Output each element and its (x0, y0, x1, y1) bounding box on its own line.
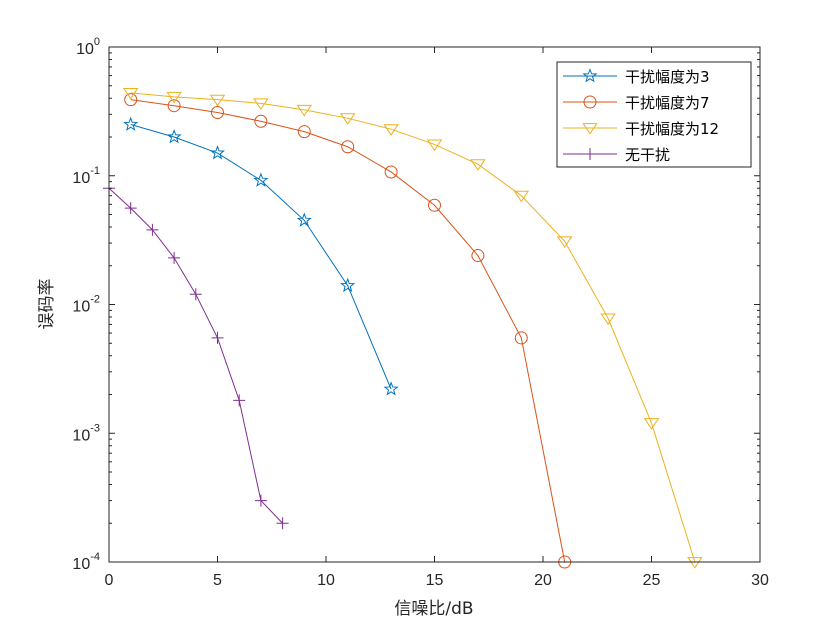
series-3-point (209, 94, 226, 107)
x-tick-label: 0 (105, 572, 114, 589)
series-1-point (166, 129, 182, 144)
legend-label: 无干扰 (625, 146, 670, 164)
series-2-point (167, 99, 181, 113)
series-2-point (211, 105, 224, 119)
series-4-point (211, 331, 224, 344)
series-3-point (166, 91, 182, 104)
series-3-point (556, 236, 573, 248)
legend-label: 干扰幅度为12 (625, 120, 719, 138)
series-3-point (383, 124, 399, 136)
legend-marker (582, 123, 598, 135)
series-3-point (470, 159, 486, 171)
legend-marker (583, 95, 597, 109)
series-2-point (297, 125, 311, 139)
series-4-point (168, 251, 181, 264)
legend-label: 干扰幅度为7 (625, 94, 710, 112)
legend-item: 干扰幅度为3 (563, 68, 710, 86)
series-4-point (276, 517, 289, 530)
x-tick-label: 10 (317, 572, 335, 589)
series-3-point (339, 113, 356, 125)
x-tick-label: 30 (751, 572, 769, 589)
axes: 0 5 10 15 20 25 30 10-4 10-3 10-2 10-1 100 (72, 36, 769, 589)
series-1-point (209, 145, 226, 160)
series-4-point (146, 223, 159, 236)
series-3-point (513, 190, 530, 203)
series-2-point (428, 198, 441, 212)
legend-label: 干扰幅度为3 (625, 68, 710, 86)
series-3-point (426, 139, 443, 152)
series-3-point (253, 98, 269, 111)
series-3-point (687, 557, 703, 569)
legend-item: 干扰幅度为12 (563, 120, 719, 138)
x-tick-label: 15 (426, 572, 444, 589)
legend-item: 无干扰 (563, 146, 670, 164)
series-3-point (122, 87, 139, 100)
x-tick-label: 20 (534, 572, 552, 589)
series-2-point (254, 114, 268, 128)
series-2-point (341, 140, 355, 154)
x-tick-label: 25 (643, 572, 661, 589)
y-tick-label: 10-4 (72, 551, 100, 573)
series-3-line (130, 92, 696, 563)
legend-item: 干扰幅度为7 (563, 94, 710, 112)
x-axis-label: 信噪比/dB (394, 599, 473, 619)
legend-marker (582, 68, 598, 83)
series-1-point (340, 277, 356, 293)
series-1-point (296, 212, 312, 227)
series-2-line (130, 99, 566, 563)
series-4-point (189, 288, 202, 301)
series-3-point (296, 104, 313, 117)
series-2-point (514, 331, 528, 345)
series-1-line (130, 124, 392, 390)
series-2-point (471, 249, 485, 263)
series-4-point (124, 202, 137, 215)
series-4-point (254, 494, 267, 507)
legend-marker (584, 148, 596, 160)
series-layer (103, 87, 703, 569)
x-tick-label: 5 (213, 572, 222, 589)
series-3 (122, 87, 703, 569)
series-1-point (383, 381, 399, 396)
series-2-point (384, 165, 398, 179)
series-2-point (124, 93, 138, 107)
series-1-point (123, 116, 139, 131)
series-3-point (600, 313, 616, 326)
series-3-point (643, 418, 660, 430)
series-4-point (233, 394, 246, 407)
y-axis-label: 误码率 (37, 279, 57, 330)
series-1-point (253, 172, 269, 187)
y-tick-label: 100 (76, 36, 100, 58)
y-tick-label: 10-2 (72, 294, 100, 316)
y-tick-label: 10-3 (72, 422, 100, 444)
legend: 干扰幅度为3 干扰幅度为7 干扰幅度为12 无干扰 (556, 61, 752, 168)
y-tick-label: 10-1 (72, 165, 100, 187)
series-1 (123, 116, 399, 396)
